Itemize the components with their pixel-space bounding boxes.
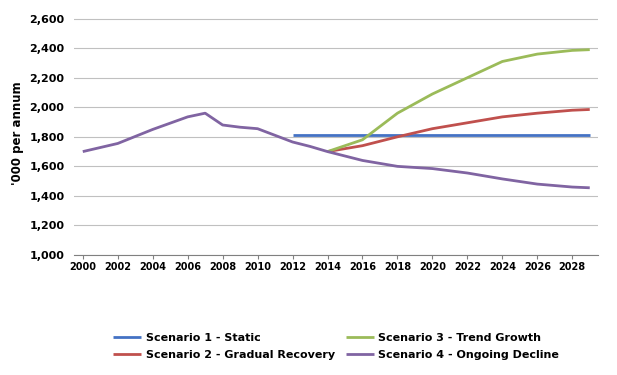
Scenario 3 - Trend Growth: [464, 75, 471, 80]
Scenario 4 - Ongoing Decline: [534, 182, 541, 186]
Scenario 4 - Ongoing Decline: [359, 158, 366, 163]
Scenario 1 - Static: [586, 133, 594, 138]
Scenario 2 - Gradual Recovery: [324, 149, 331, 154]
Y-axis label: '000 per annum: '000 per annum: [10, 81, 23, 185]
Scenario 4 - Ongoing Decline: [464, 171, 471, 175]
Scenario 3 - Trend Growth: [359, 138, 366, 142]
Line: Scenario 2 - Gradual Recovery: Scenario 2 - Gradual Recovery: [328, 110, 590, 152]
Scenario 4 - Ongoing Decline: [254, 126, 261, 131]
Scenario 3 - Trend Growth: [324, 149, 331, 154]
Line: Scenario 4 - Ongoing Decline: Scenario 4 - Ongoing Decline: [83, 113, 590, 188]
Scenario 3 - Trend Growth: [429, 92, 436, 96]
Scenario 1 - Static: [359, 133, 366, 138]
Scenario 2 - Gradual Recovery: [429, 126, 436, 131]
Scenario 1 - Static: [289, 133, 296, 138]
Scenario 4 - Ongoing Decline: [499, 177, 506, 181]
Line: Scenario 3 - Trend Growth: Scenario 3 - Trend Growth: [328, 50, 590, 152]
Scenario 4 - Ongoing Decline: [271, 133, 279, 138]
Scenario 4 - Ongoing Decline: [307, 144, 314, 148]
Scenario 4 - Ongoing Decline: [394, 164, 401, 169]
Scenario 4 - Ongoing Decline: [324, 149, 331, 154]
Scenario 4 - Ongoing Decline: [586, 186, 594, 190]
Scenario 1 - Static: [534, 133, 541, 138]
Scenario 4 - Ongoing Decline: [569, 185, 576, 189]
Scenario 4 - Ongoing Decline: [79, 149, 86, 154]
Scenario 3 - Trend Growth: [499, 59, 506, 64]
Scenario 1 - Static: [429, 133, 436, 138]
Scenario 2 - Gradual Recovery: [359, 143, 366, 148]
Scenario 1 - Static: [499, 133, 506, 138]
Scenario 4 - Ongoing Decline: [289, 140, 296, 144]
Scenario 4 - Ongoing Decline: [201, 111, 209, 116]
Legend: Scenario 1 - Static, Scenario 2 - Gradual Recovery, Scenario 3 - Trend Growth, S: Scenario 1 - Static, Scenario 2 - Gradua…: [109, 329, 563, 364]
Scenario 3 - Trend Growth: [586, 47, 594, 52]
Scenario 1 - Static: [569, 133, 576, 138]
Scenario 2 - Gradual Recovery: [569, 108, 576, 112]
Scenario 4 - Ongoing Decline: [114, 141, 122, 146]
Scenario 1 - Static: [394, 133, 401, 138]
Scenario 2 - Gradual Recovery: [499, 115, 506, 119]
Scenario 3 - Trend Growth: [534, 52, 541, 56]
Scenario 4 - Ongoing Decline: [184, 115, 191, 119]
Scenario 2 - Gradual Recovery: [464, 120, 471, 125]
Scenario 2 - Gradual Recovery: [586, 107, 594, 112]
Scenario 4 - Ongoing Decline: [149, 127, 156, 132]
Scenario 2 - Gradual Recovery: [394, 135, 401, 139]
Scenario 1 - Static: [464, 133, 471, 138]
Scenario 3 - Trend Growth: [394, 111, 401, 116]
Scenario 2 - Gradual Recovery: [534, 111, 541, 116]
Scenario 3 - Trend Growth: [569, 48, 576, 52]
Scenario 1 - Static: [324, 133, 331, 138]
Scenario 4 - Ongoing Decline: [236, 125, 244, 129]
Scenario 4 - Ongoing Decline: [429, 166, 436, 171]
Scenario 4 - Ongoing Decline: [219, 123, 226, 127]
